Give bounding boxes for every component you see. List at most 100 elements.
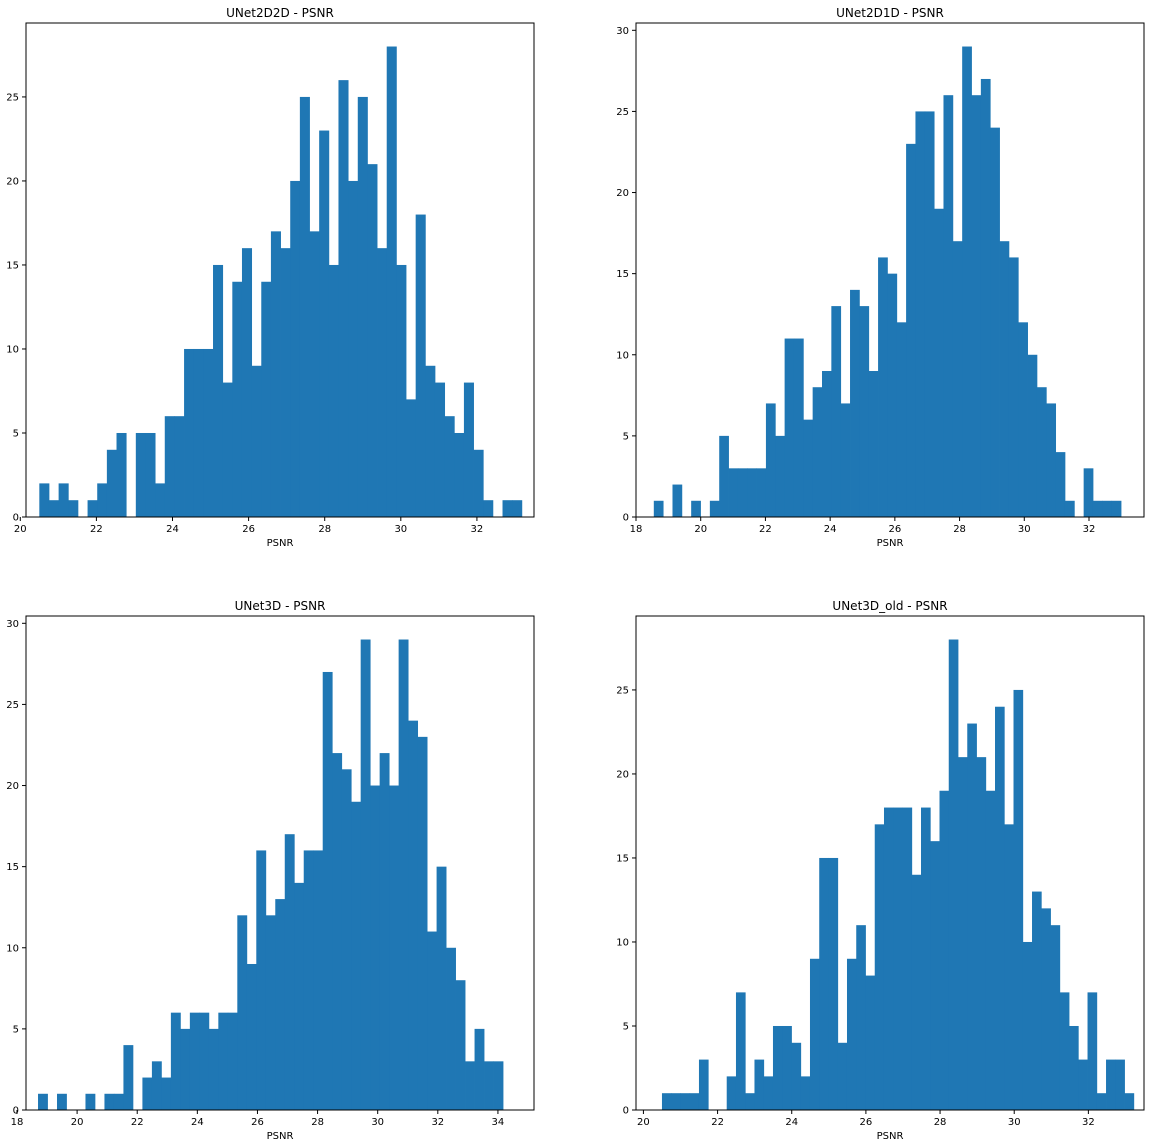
y-tick-label: 0 bbox=[13, 513, 19, 524]
x-tick-label: 24 bbox=[785, 1117, 798, 1128]
y-tick-label: 20 bbox=[616, 769, 629, 780]
x-tick-label: 30 bbox=[1018, 524, 1031, 535]
x-tick-label: 32 bbox=[431, 1117, 444, 1128]
histogram-bar bbox=[218, 1012, 229, 1110]
chart-title: UNet3D_old - PSNR bbox=[832, 599, 947, 613]
bars bbox=[38, 639, 504, 1110]
histogram-bar bbox=[980, 78, 991, 517]
ticks: 18 20 22 24 26 28 30 32 34 0 5 10 15 20 25 30 bbox=[6, 619, 504, 1128]
histogram-bar bbox=[270, 231, 281, 517]
histogram-bar bbox=[436, 866, 447, 1110]
histogram-bar bbox=[463, 382, 474, 517]
y-tick-label: 25 bbox=[6, 700, 19, 711]
y-tick-label: 15 bbox=[6, 862, 19, 873]
histogram-bar bbox=[1032, 891, 1042, 1110]
ticks: 20 22 24 26 28 30 32 0 5 10 15 20 25 bbox=[6, 92, 483, 535]
histogram-bar bbox=[698, 1059, 709, 1110]
histogram-bar bbox=[653, 500, 664, 517]
histogram-bar bbox=[800, 1076, 811, 1110]
histogram-bar bbox=[1092, 500, 1103, 517]
histogram-bar bbox=[1008, 257, 1019, 517]
x-tick-label: 32 bbox=[1082, 1117, 1095, 1128]
histogram-bar bbox=[784, 338, 795, 517]
histogram-bar bbox=[930, 841, 940, 1110]
histogram-bar bbox=[943, 95, 954, 517]
histogram-bar bbox=[135, 432, 146, 517]
histogram-bar bbox=[952, 241, 963, 517]
y-tick-label: 0 bbox=[623, 513, 629, 524]
histogram-bar bbox=[719, 435, 729, 517]
histogram-bar bbox=[341, 769, 352, 1110]
bars bbox=[39, 46, 523, 518]
histogram-bar bbox=[1022, 941, 1033, 1110]
histogram-bar bbox=[791, 1042, 802, 1110]
y-tick-label: 25 bbox=[6, 92, 19, 103]
histogram-bar bbox=[58, 483, 69, 517]
histogram-bar bbox=[893, 807, 903, 1110]
histogram-bar bbox=[747, 468, 757, 517]
histogram-bar bbox=[995, 706, 1005, 1110]
x-tick-label: 26 bbox=[242, 524, 255, 535]
histogram-bar bbox=[709, 500, 720, 517]
histogram-bar bbox=[377, 248, 388, 517]
histogram-bar bbox=[1087, 992, 1098, 1110]
histogram-bar bbox=[386, 46, 397, 518]
x-tick-label: 30 bbox=[371, 1117, 384, 1128]
histogram-bar bbox=[379, 753, 390, 1110]
histogram-bar bbox=[512, 500, 523, 517]
histogram-bar bbox=[85, 1093, 96, 1110]
bars bbox=[653, 46, 1122, 518]
histogram-bar bbox=[775, 435, 786, 517]
y-tick-label: 10 bbox=[616, 350, 629, 361]
x-tick-label: 28 bbox=[934, 1117, 947, 1128]
histogram-bar bbox=[680, 1093, 691, 1110]
y-tick-label: 10 bbox=[6, 943, 19, 954]
histogram-bar bbox=[906, 143, 916, 518]
subplot-unet2d1d: UNet2D1D - PSNR PSNR 18 20 22 24 26 28 30 32051… bbox=[616, 6, 1145, 549]
histogram-bar bbox=[689, 1093, 700, 1110]
y-tick-label: 15 bbox=[6, 260, 19, 271]
histogram-bar bbox=[427, 931, 437, 1110]
histogram-bar bbox=[256, 850, 267, 1110]
histogram-bar bbox=[837, 1042, 848, 1110]
histogram-bar bbox=[473, 449, 484, 517]
histogram-bar bbox=[883, 807, 894, 1110]
x-axis-label: PSNR bbox=[877, 538, 904, 549]
histogram-bar bbox=[846, 958, 857, 1110]
histogram-bar bbox=[962, 46, 972, 518]
chart-title: UNet3D - PSNR bbox=[235, 599, 326, 613]
histogram-bar bbox=[985, 790, 996, 1110]
histogram-bar bbox=[1013, 689, 1024, 1110]
histogram-bar bbox=[370, 785, 381, 1110]
histogram-bar bbox=[97, 483, 108, 517]
histogram-bar bbox=[915, 111, 926, 518]
ticks: 20 22 24 26 28 30 32 0 5 10 15 20 25 bbox=[616, 685, 1094, 1128]
plot-frame bbox=[25, 22, 535, 518]
x-tick-label: 22 bbox=[131, 1117, 144, 1128]
y-tick-label: 5 bbox=[13, 1024, 19, 1035]
histogram-bar bbox=[737, 468, 748, 517]
histogram-bar bbox=[840, 403, 851, 517]
histogram-bar bbox=[726, 1076, 737, 1110]
histogram-bar bbox=[309, 231, 320, 517]
histogram-bar bbox=[237, 915, 248, 1110]
y-tick-label: 20 bbox=[6, 176, 19, 187]
histogram-bar bbox=[812, 387, 823, 517]
histogram-bar bbox=[1124, 1093, 1135, 1110]
histogram-bar bbox=[328, 264, 339, 517]
histogram-bar bbox=[290, 180, 301, 517]
histogram-bar bbox=[1069, 1025, 1079, 1110]
x-tick-label: 22 bbox=[90, 524, 103, 535]
plot-frame bbox=[25, 615, 535, 1111]
histogram-bar bbox=[868, 370, 879, 517]
x-axis-label: PSNR bbox=[267, 1131, 294, 1142]
histogram-bar bbox=[348, 180, 359, 517]
x-tick-label: 18 bbox=[11, 1117, 24, 1128]
histogram-bar bbox=[246, 963, 257, 1110]
histogram-bar bbox=[887, 273, 898, 517]
histogram-bar bbox=[241, 248, 253, 517]
y-tick-label: 5 bbox=[623, 431, 629, 442]
histogram-bar bbox=[671, 1093, 681, 1110]
histogram-bar bbox=[921, 807, 931, 1110]
histogram-bar bbox=[164, 416, 175, 517]
